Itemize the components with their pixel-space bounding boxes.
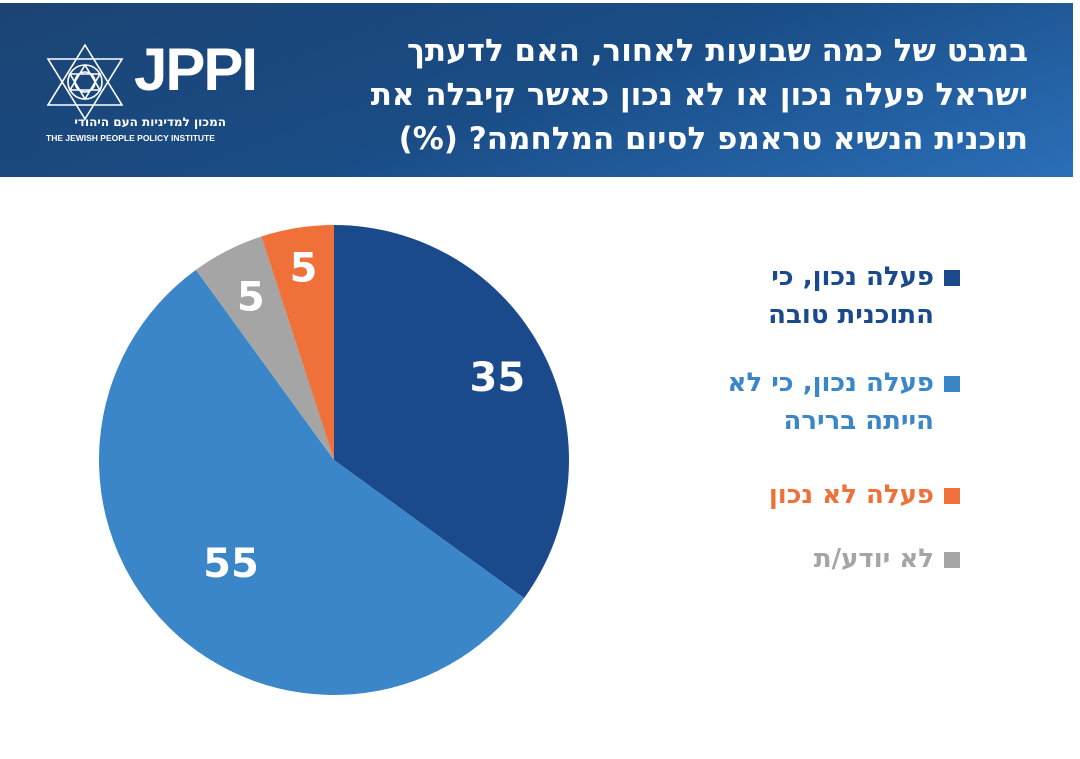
pie-slice — [334, 225, 569, 599]
pie-slice — [261, 225, 334, 460]
legend-swatch — [944, 552, 960, 568]
logo-english-name: THE JEWISH PEOPLE POLICY INSTITUTE — [46, 133, 215, 143]
legend-item: פעלה לא נכון — [694, 476, 960, 514]
legend-label: פעלה נכון, כי לא הייתה ברירה — [727, 368, 934, 436]
legend-item: פעלה נכון, כי לא הייתה ברירה — [694, 364, 960, 440]
slice-value-label: 55 — [203, 541, 259, 587]
legend-label: פעלה נכון, כי התוכנית טובה — [768, 262, 934, 330]
legend-item: פעלה נכון, כי התוכנית טובה — [724, 258, 960, 334]
pie-slice — [98, 269, 525, 696]
jppi-logo: JPPI המכון למדיניות העם היהודי THE JEWIS… — [40, 36, 258, 151]
legend-swatch — [944, 488, 960, 504]
logo-wordmark: JPPI — [134, 36, 258, 103]
legend-item: לא יודע/ת — [694, 540, 960, 578]
legend-swatch — [944, 376, 960, 392]
header-banner: JPPI המכון למדיניות העם היהודי THE JEWIS… — [0, 3, 1073, 177]
legend-label: לא יודע/ת — [813, 544, 934, 574]
chart-title: במבט של כמה שבועות לאחור, האם לדעתך ישרא… — [370, 33, 1028, 157]
pie-slice — [195, 236, 334, 460]
star-of-david-icon — [46, 43, 124, 121]
slice-value-label: 5 — [290, 245, 318, 291]
legend-swatch — [944, 270, 960, 286]
slice-value-label: 35 — [469, 355, 525, 401]
legend-label: פעלה לא נכון — [768, 480, 934, 510]
slice-value-label: 5 — [237, 275, 265, 321]
logo-hebrew-name: המכון למדיניות העם היהודי — [74, 115, 226, 129]
